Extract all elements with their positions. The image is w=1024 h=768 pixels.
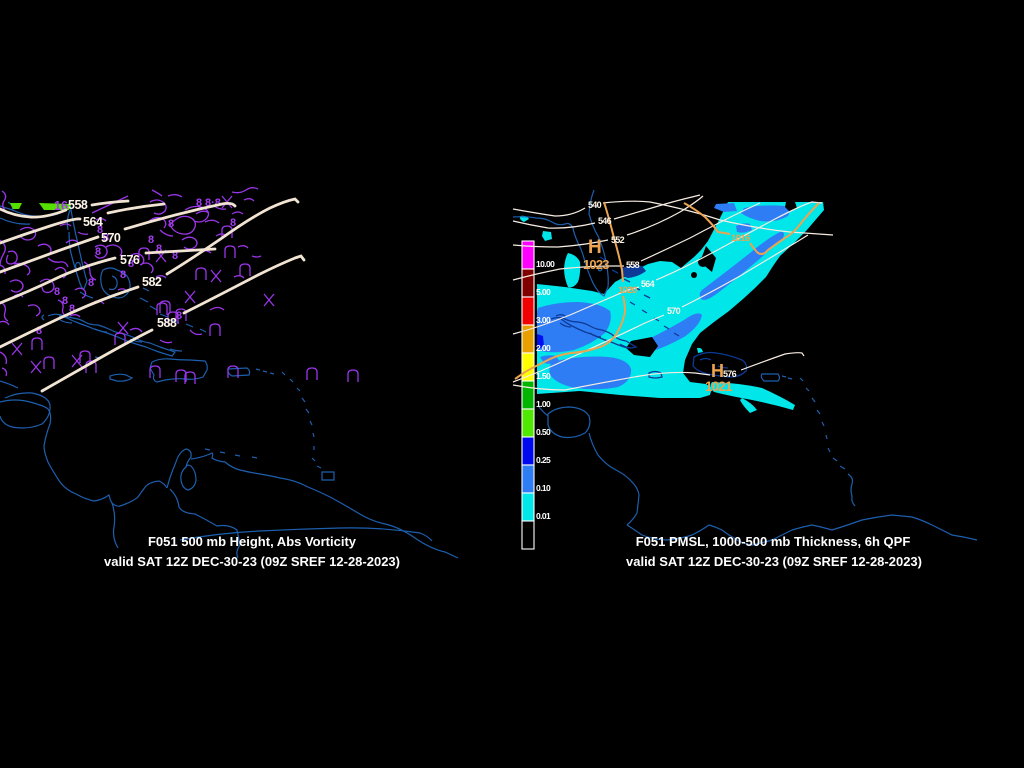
svg-text:540: 540 [588, 200, 602, 210]
svg-text:1016: 1016 [731, 233, 750, 244]
svg-text:H: H [588, 237, 602, 258]
svg-text:570: 570 [667, 306, 681, 316]
svg-text:564: 564 [641, 279, 655, 289]
svg-text:8: 8 [62, 295, 68, 307]
svg-text:8: 8 [54, 286, 60, 298]
svg-text:1.50: 1.50 [536, 371, 551, 381]
svg-text:8: 8 [97, 224, 103, 236]
svg-text:8: 8 [156, 243, 162, 255]
svg-text:582: 582 [142, 275, 162, 289]
svg-text:576: 576 [723, 369, 737, 379]
svg-text:8: 8 [95, 246, 101, 258]
svg-text:valid SAT 12Z DEC-30-23 (09Z S: valid SAT 12Z DEC-30-23 (09Z SREF 12-28-… [626, 554, 922, 569]
svg-text:8: 8 [148, 234, 154, 246]
svg-text:1021: 1021 [705, 379, 733, 394]
svg-text:8: 8 [88, 277, 94, 289]
svg-text:564: 564 [83, 215, 103, 229]
svg-text:588: 588 [157, 316, 177, 330]
svg-text:0.01: 0.01 [536, 511, 551, 521]
svg-text:F051 500 mb Height, Abs Vortic: F051 500 mb Height, Abs Vorticity [148, 534, 357, 549]
svg-text:8: 8 [176, 310, 182, 322]
svg-text:8: 8 [196, 197, 202, 209]
svg-text:2.00: 2.00 [536, 343, 551, 353]
svg-text:5.00: 5.00 [536, 287, 551, 297]
svg-text:0.10: 0.10 [536, 483, 551, 493]
svg-text:0.25: 0.25 [536, 455, 551, 465]
svg-text:8: 8 [36, 325, 42, 337]
svg-text:10.00: 10.00 [536, 259, 555, 269]
svg-text:558: 558 [626, 260, 640, 270]
svg-text:8: 8 [168, 218, 174, 230]
svg-text:H: H [711, 361, 724, 381]
svg-text:1020: 1020 [618, 285, 637, 296]
svg-text:valid SAT 12Z DEC-30-23 (09Z S: valid SAT 12Z DEC-30-23 (09Z SREF 12-28-… [104, 554, 400, 569]
svg-text:552: 552 [611, 235, 625, 245]
svg-text:8: 8 [120, 269, 126, 281]
svg-text:3.00: 3.00 [536, 315, 551, 325]
svg-text:1.00: 1.00 [536, 399, 551, 409]
svg-text:8: 8 [172, 250, 178, 262]
svg-text:1023: 1023 [583, 257, 609, 272]
svg-text:8: 8 [128, 258, 134, 270]
svg-text:558: 558 [68, 198, 88, 212]
svg-text:8: 8 [103, 232, 109, 244]
svg-text:0.50: 0.50 [536, 427, 551, 437]
svg-text:546: 546 [598, 216, 612, 226]
svg-text:8: 8 [69, 303, 75, 315]
svg-text:F051 PMSL, 1000-500 mb Thickne: F051 PMSL, 1000-500 mb Thickness, 6h QPF [636, 534, 911, 549]
svg-text:8: 8 [230, 217, 236, 229]
svg-text:570: 570 [101, 231, 121, 245]
svg-text:576: 576 [120, 253, 140, 267]
